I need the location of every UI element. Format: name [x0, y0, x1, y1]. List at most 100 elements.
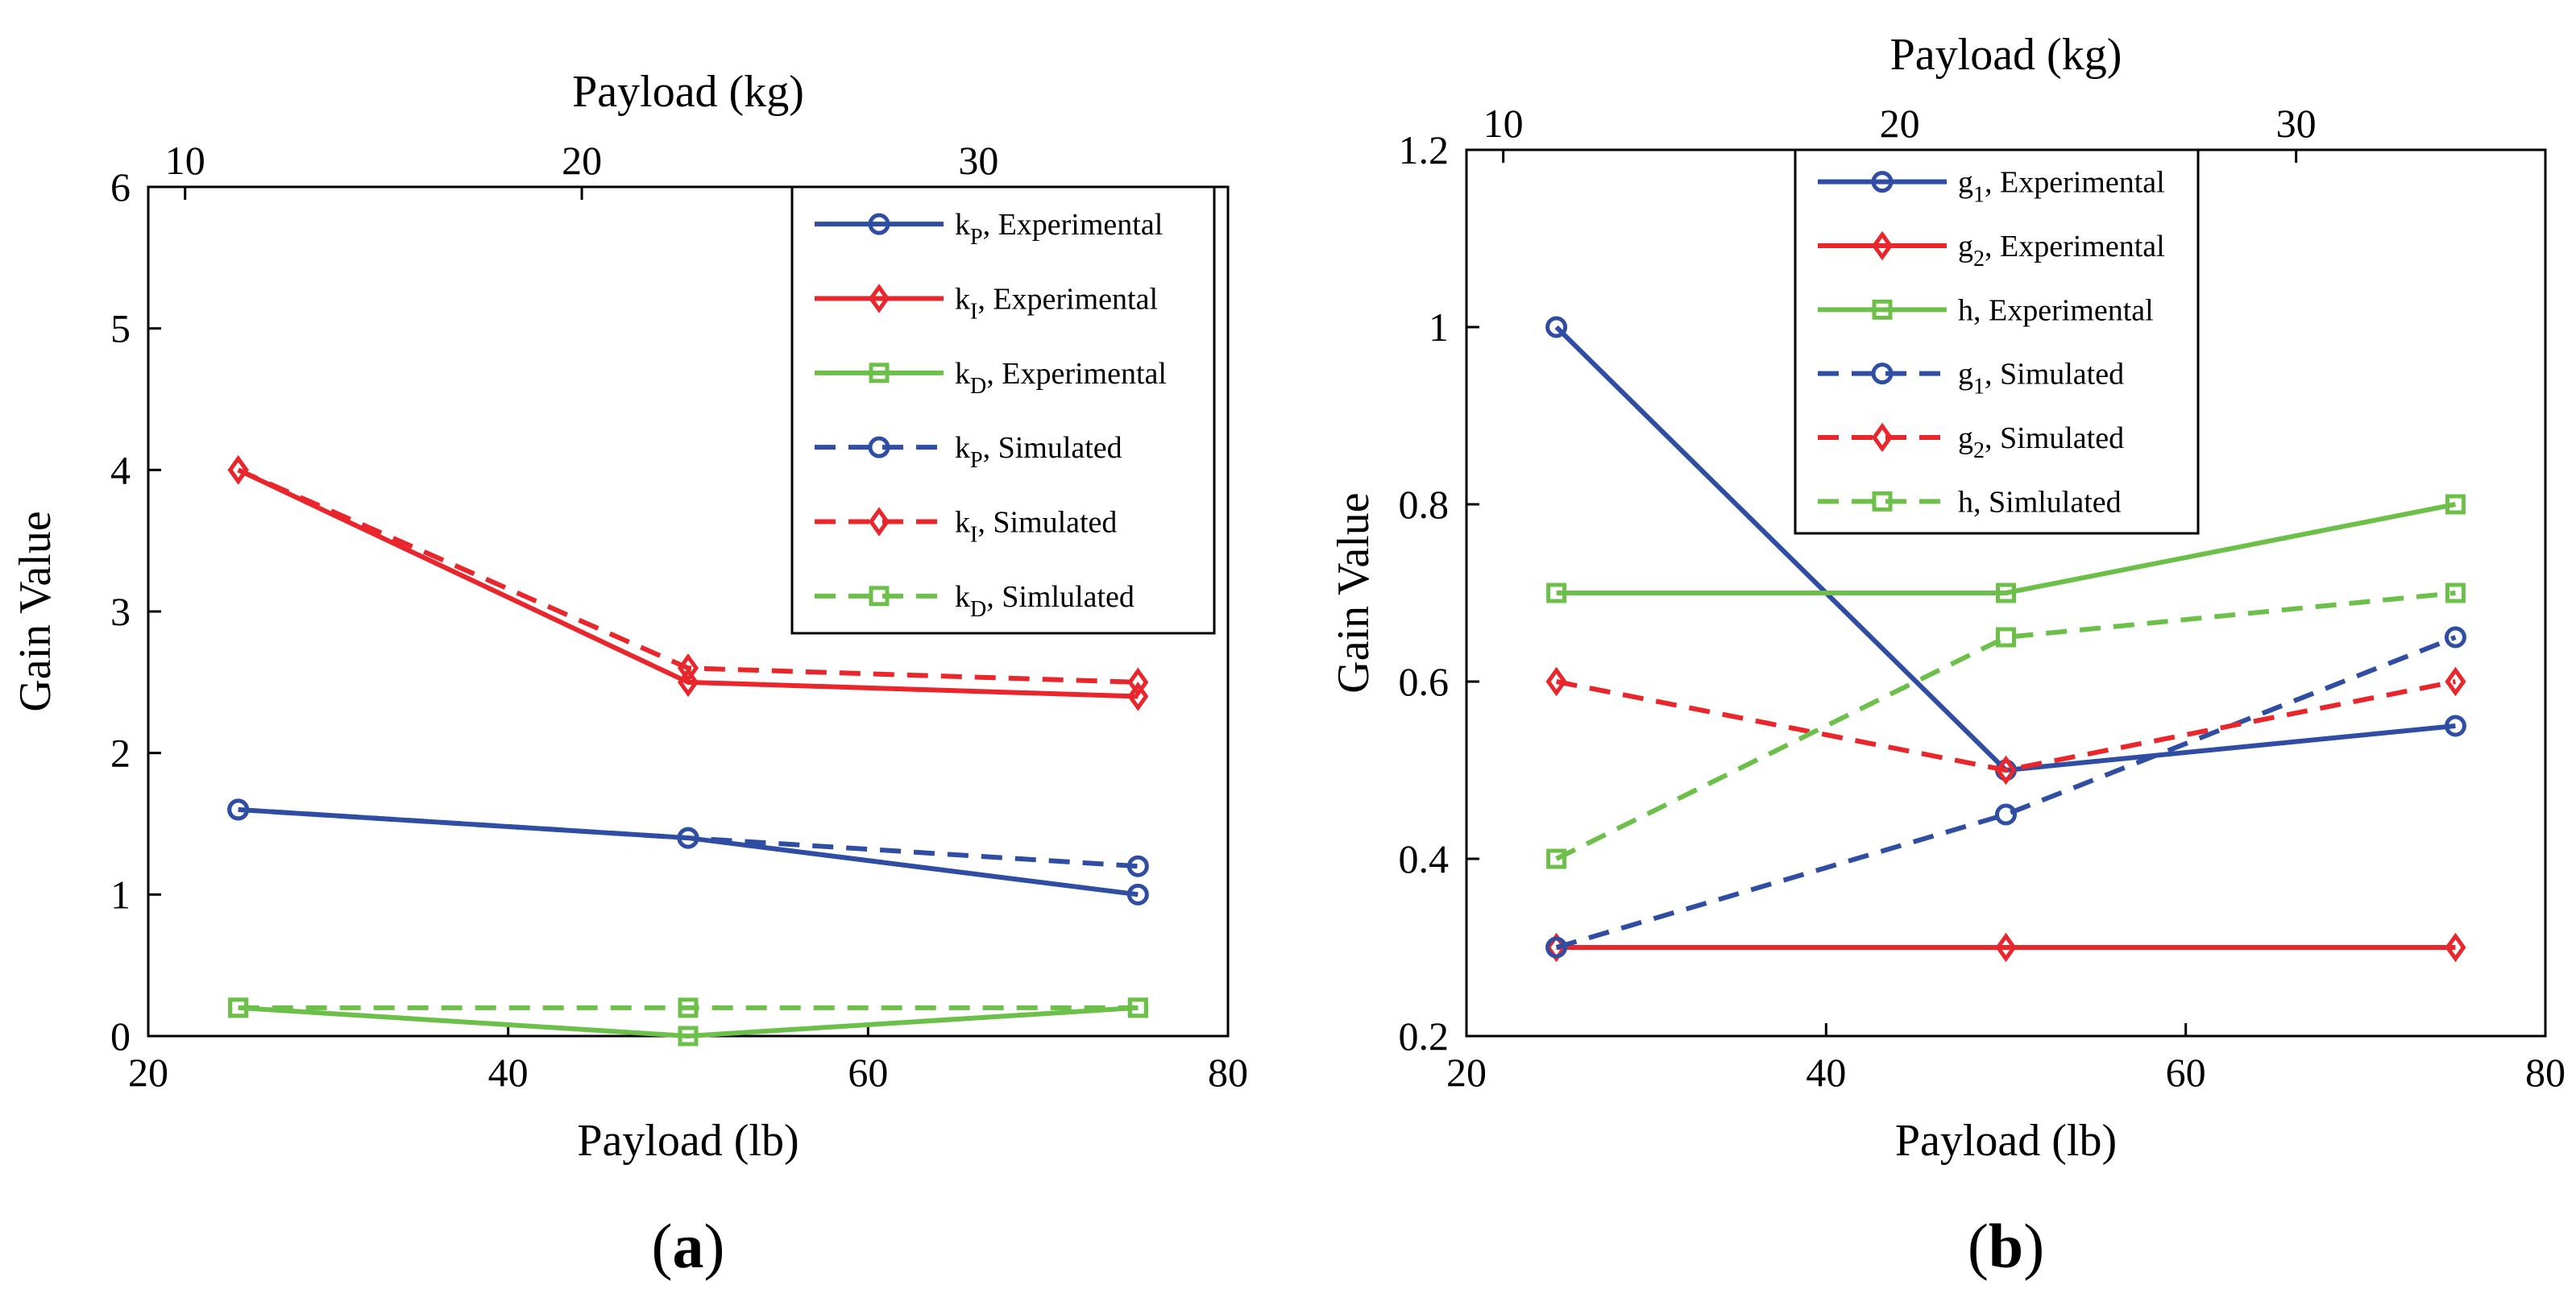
legend-label: h, Simlulated	[1958, 485, 2122, 519]
series-line	[1555, 635, 2457, 950]
legend-label: kP, Simulated	[955, 431, 1122, 473]
x2-tick-label: 20	[1880, 101, 1920, 146]
data-point	[2445, 932, 2466, 963]
legend-label: kP, Experimental	[955, 208, 1163, 250]
x-tick-label: 40	[1806, 1050, 1846, 1095]
data-point	[1995, 803, 2017, 826]
series-line	[1556, 679, 2456, 773]
y-tick-label: 0.8	[1399, 482, 1450, 527]
legend-label: kD, Experimental	[955, 357, 1167, 399]
legend-item: kD, Simlulated	[815, 580, 1135, 622]
x2-tick-label: 10	[1483, 101, 1524, 146]
x-axis-label: Payload (lb)	[577, 1116, 799, 1166]
legend-item: h, Simlulated	[1818, 485, 2122, 519]
x2-tick-label: 10	[165, 138, 205, 183]
legend-item: kI, Simulated	[815, 506, 1117, 548]
data-point	[2445, 666, 2466, 697]
x2-tick-label: 30	[958, 138, 998, 183]
legend-marker	[869, 586, 890, 607]
data-point	[228, 997, 249, 1018]
x-tick-label: 20	[1446, 1050, 1487, 1095]
legend-marker	[1871, 422, 1894, 453]
legend-box	[790, 185, 1216, 635]
chart-panel-a: 20 40 60 80 10 20 30 0 1 2 3 4 5 6 Payload (lb) Payload…	[10, 67, 1248, 1281]
legend-label: h, Experimental	[1958, 293, 2154, 327]
series-line	[238, 1005, 1139, 1038]
data-point	[2444, 626, 2466, 649]
y-tick-label: 0.6	[1399, 659, 1450, 704]
legend-item: kP, Experimental	[815, 208, 1163, 250]
data-point	[1545, 316, 1568, 338]
legend-marker	[868, 213, 890, 235]
data-point	[678, 997, 699, 1018]
series-line	[1555, 591, 2456, 861]
data-point	[1546, 582, 1567, 603]
x-tick-label: 40	[488, 1050, 529, 1095]
data-point	[1996, 627, 2016, 648]
legend-item: kP, Simulated	[815, 431, 1122, 473]
data-point	[1545, 936, 1568, 959]
legend-item: g1, Experimental	[1818, 166, 2165, 208]
y-tick-label: 1	[1429, 305, 1449, 350]
legend-marker	[869, 363, 890, 383]
legend-item: kI, Experimental	[815, 283, 1158, 325]
data-point	[1126, 855, 1149, 877]
y-tick-label: 0.2	[1399, 1013, 1450, 1059]
data-point	[678, 1026, 699, 1047]
legend-label: kI, Experimental	[955, 283, 1158, 325]
legend-marker	[1872, 491, 1893, 512]
data-point	[1545, 666, 1567, 697]
legend-marker	[1871, 171, 1894, 193]
legend-label: g2, Simulated	[1958, 421, 2124, 463]
series-line	[1556, 502, 2456, 595]
legend-label: g1, Experimental	[1958, 166, 2165, 208]
legend-label: kD, Simlulated	[955, 580, 1135, 622]
panel-label: (a)	[652, 1211, 725, 1281]
y-tick-label: 6	[110, 164, 131, 209]
y-tick-label: 4	[110, 447, 131, 492]
y-tick-label: 0	[110, 1013, 131, 1059]
data-point	[1127, 997, 1148, 1018]
series-line	[237, 467, 1139, 685]
y-tick-label: 1.2	[1399, 127, 1450, 172]
y-tick-label: 3	[110, 589, 131, 634]
series-line	[238, 806, 1139, 897]
x2-axis-label: Payload (kg)	[1890, 30, 2122, 80]
x-tick-label: 80	[2525, 1050, 2566, 1095]
data-point	[1127, 667, 1149, 698]
legend: kP, Experimental kI, Experimental kD, Expe…	[790, 185, 1216, 635]
data-point	[1995, 932, 2017, 963]
x2-tick-label: 30	[2276, 101, 2317, 146]
data-point	[677, 827, 699, 849]
series-line	[238, 806, 1139, 869]
data-point	[1126, 883, 1149, 906]
legend-item: g2, Experimental	[1818, 230, 2165, 272]
legend-marker	[868, 284, 890, 313]
x2-tick-label: 20	[562, 138, 602, 183]
legend-marker	[868, 507, 890, 537]
legend-item: g1, Simulated	[1818, 358, 2124, 400]
legend-item: g2, Simulated	[1818, 421, 2124, 463]
legend-item: h, Experimental	[1818, 293, 2154, 327]
x-tick-label: 60	[2166, 1050, 2206, 1095]
y-tick-label: 0.4	[1399, 836, 1450, 881]
data-point	[227, 455, 249, 485]
data-point	[1995, 755, 2017, 785]
y-tick-label: 2	[110, 731, 131, 776]
data-point	[2445, 582, 2466, 603]
y-axis-label: Gain Value	[10, 511, 60, 711]
x-tick-label: 60	[848, 1050, 888, 1095]
legend: g1, Experimental g2, Experimental h, Exper…	[1794, 148, 2200, 535]
data-point	[1127, 682, 1149, 711]
legend-marker	[1872, 299, 1893, 320]
data-point	[677, 667, 699, 698]
x2-axis-label: Payload (kg)	[572, 67, 804, 117]
x-axis-label: Payload (lb)	[1895, 1116, 2117, 1166]
data-point	[2445, 494, 2466, 515]
legend-box	[1794, 148, 2200, 535]
legend-marker	[1871, 230, 1894, 261]
legend-label: g2, Experimental	[1958, 230, 2165, 272]
x-tick-label: 20	[128, 1050, 168, 1095]
y-tick-label: 1	[110, 872, 131, 917]
legend-item: kD, Experimental	[815, 357, 1167, 399]
